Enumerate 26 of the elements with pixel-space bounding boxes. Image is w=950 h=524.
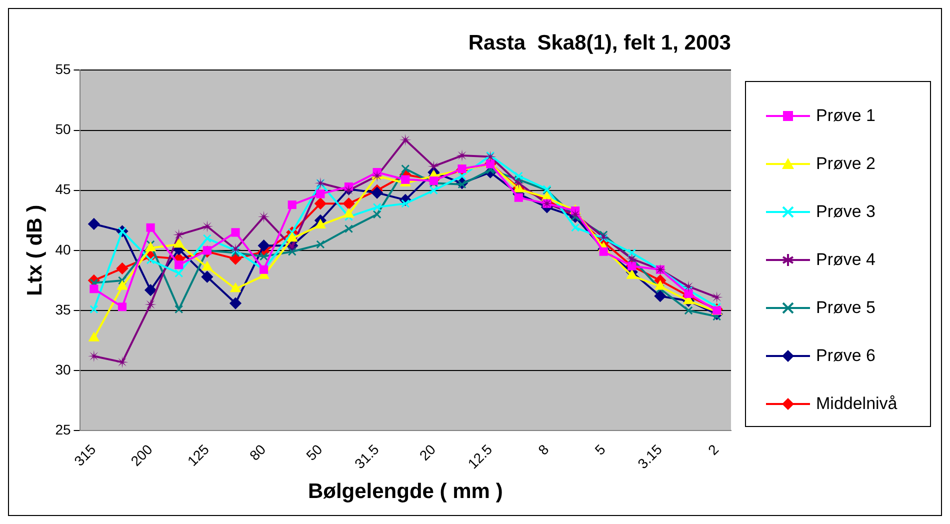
y-tick-label: 35 — [55, 301, 71, 318]
x-tick-label: 20 — [416, 440, 439, 464]
legend-label: Prøve 4 — [816, 250, 876, 270]
y-axis-title: Ltx ( dB ) — [23, 204, 46, 296]
legend-label: Middelnivå — [816, 394, 898, 414]
y-tick-label: 55 — [55, 61, 71, 78]
x-tick-label: 8 — [534, 440, 552, 458]
x-tick-label: 5 — [592, 440, 609, 458]
x-tick-label: 125 — [184, 440, 212, 469]
x-tick-label: 2 — [704, 440, 722, 458]
x-tick-label: 80 — [246, 440, 269, 464]
y-tick-label: 40 — [55, 241, 71, 258]
legend-label: Prøve 5 — [816, 298, 876, 318]
x-tick-label: 315 — [70, 440, 99, 469]
legend-label: Prøve 6 — [816, 346, 876, 366]
y-tick-label: 45 — [55, 181, 71, 198]
legend-label: Prøve 1 — [816, 106, 876, 126]
legend-label: Prøve 3 — [816, 202, 876, 222]
y-tick-label: 50 — [55, 121, 71, 138]
x-tick-label: 50 — [302, 440, 326, 464]
legend-label: Prøve 2 — [816, 154, 876, 174]
y-tick-label: 25 — [55, 422, 71, 438]
x-axis-title: Bølgelengde ( mm ) — [308, 480, 503, 504]
x-tick-label: 200 — [128, 440, 156, 469]
y-tick-label: 30 — [55, 361, 71, 378]
chart-title: Rasta Ska8(1), felt 1, 2003 — [468, 31, 731, 54]
